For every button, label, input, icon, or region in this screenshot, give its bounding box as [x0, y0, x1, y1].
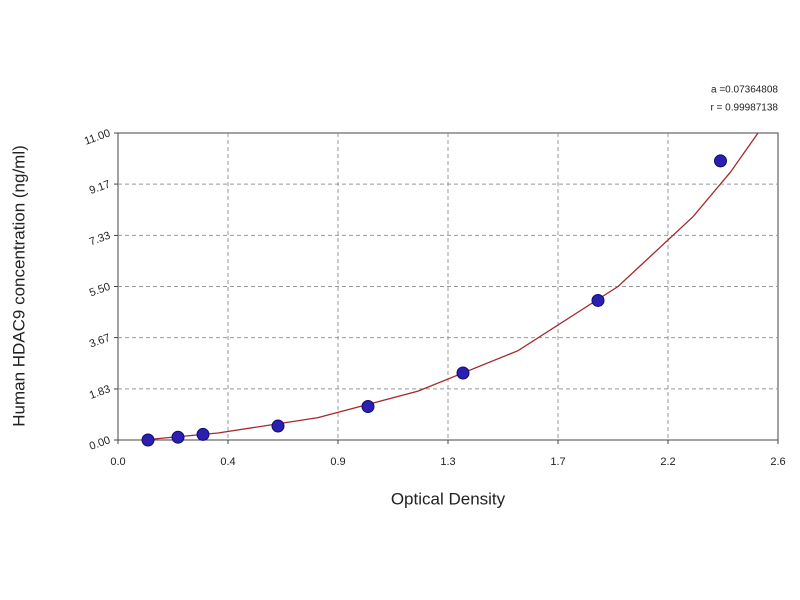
data-point: [196, 427, 210, 441]
fit-parameter: a =0.07364808: [711, 85, 778, 96]
data-point: [456, 366, 470, 380]
y-tick-label: 3.67: [88, 332, 112, 351]
y-tick-label: 11.00: [83, 127, 112, 147]
y-tick-label: 5.50: [88, 281, 112, 300]
y-tick-label: 7.33: [88, 230, 112, 249]
fit-curve: [142, 132, 759, 441]
x-tick-label: 1.3: [440, 456, 455, 468]
data-point: [714, 154, 727, 168]
x-tick-label: 0.9: [330, 456, 345, 468]
x-tick-label: 0.4: [220, 456, 235, 468]
x-tick-label: 2.6: [770, 456, 785, 468]
data-point: [271, 419, 285, 433]
y-tick-label: 1.83: [88, 383, 112, 402]
data-point: [361, 400, 375, 414]
x-axis-title: Optical Density: [391, 489, 506, 508]
fit-correlation: r = 0.99987138: [710, 103, 778, 114]
data-point: [591, 293, 605, 307]
x-tick-label: 2.2: [660, 456, 675, 468]
x-tick-label: 0.0: [110, 456, 125, 468]
y-tick-label: 9.17: [88, 178, 112, 197]
y-tick-label: 0.00: [88, 434, 112, 453]
data-point: [141, 433, 155, 447]
y-axis-title: Human HDAC9 concentration (ng/ml): [9, 145, 28, 427]
x-tick-label: 1.7: [550, 456, 565, 468]
data-point: [171, 430, 185, 444]
